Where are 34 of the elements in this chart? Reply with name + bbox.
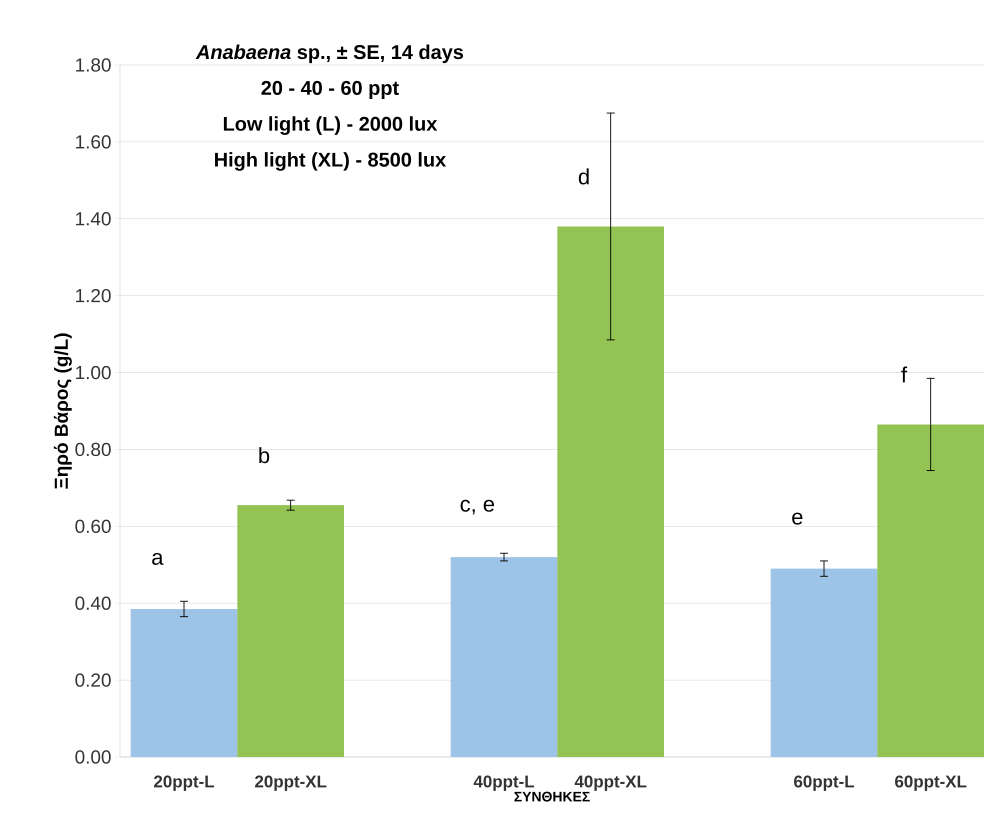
annotation: d: [578, 168, 589, 184]
x-tick-label: 20ppt-L: [154, 776, 214, 791]
annotation: e: [792, 512, 802, 525]
text: 20 - 40 - 60 ppt: [261, 80, 399, 99]
x-tick-label: 60ppt-L: [794, 776, 854, 791]
y-tick-label: 0.80: [75, 442, 111, 456]
annotation: a: [152, 552, 164, 565]
y-tick-label: 0.40: [75, 596, 111, 610]
bar: [130, 608, 238, 757]
bar: [450, 557, 558, 757]
y-tick-label: 1.40: [76, 212, 111, 226]
x-tick-label: 60ppt-XL: [895, 776, 966, 791]
y-tick-label: 1.20: [76, 288, 111, 302]
bar: [557, 226, 664, 757]
annotation: High light (XL) - 8500 lux: [215, 152, 446, 171]
y-tick-label: 1.80: [76, 58, 111, 72]
y-tick-label: 1.60: [76, 135, 111, 149]
bar: [877, 424, 984, 757]
annotation: f: [901, 366, 908, 382]
bar: [237, 505, 344, 757]
x-tick-label: 40ppt-L: [474, 776, 534, 791]
y-axis-title: Ξηρό Βάρος (g/L): [54, 333, 72, 489]
annotation: b: [259, 447, 270, 464]
x-axis-title: ΣΥΝΘΗΚΕΣ: [514, 792, 590, 802]
x-tick-label: 20ppt-XL: [255, 776, 326, 791]
y-tick-label: 0.00: [75, 750, 111, 764]
y-tick-label: 0.60: [75, 520, 111, 534]
y-tick-label: 1.00: [76, 366, 111, 380]
y-tick-label: 0.20: [75, 673, 111, 687]
x-tick-label: 40ppt-XL: [574, 776, 646, 791]
chart-title: Anabaena sp., ± SE, 14 days: [196, 44, 464, 64]
annotation: c, e: [460, 500, 494, 514]
bar: [770, 568, 878, 757]
annotation: Low light (L) - 2000 lux: [224, 116, 438, 135]
